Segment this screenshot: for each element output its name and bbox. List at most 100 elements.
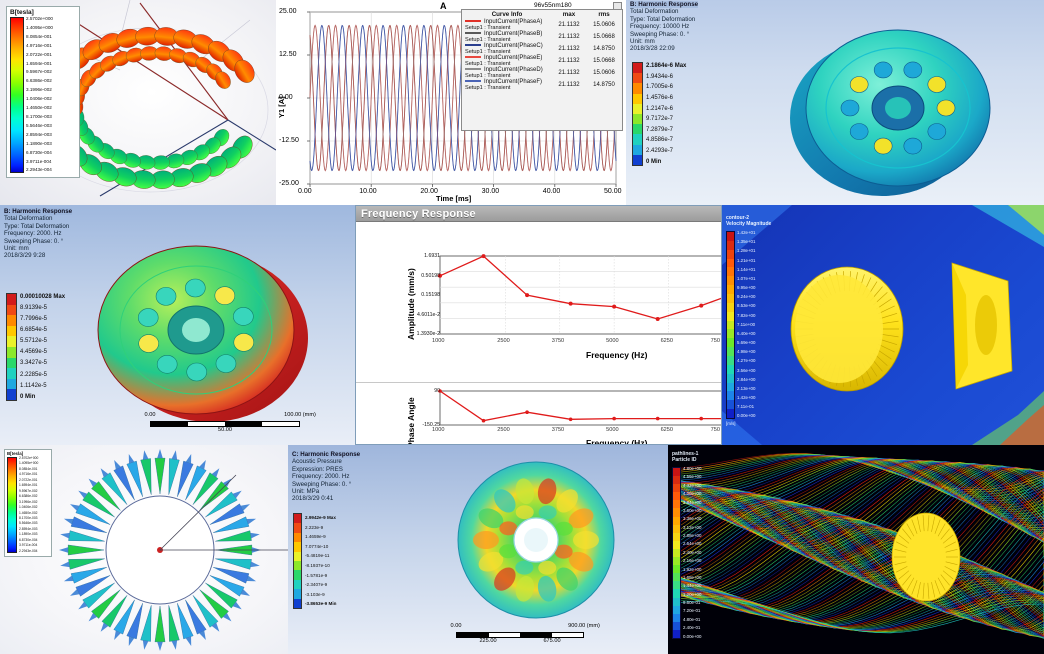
legend-value: 4.80e-01 xyxy=(683,618,701,622)
acoustic-legend: 2.9942e-9 Max 2.223e-9 1.4659e-9 7.0774e-10… xyxy=(293,513,336,609)
curve-info-row: InputCurrent(PhaseD) Setup1 : Transient 21… xyxy=(462,67,622,79)
x-tick-label: 10.00 xyxy=(359,188,377,195)
curve-info-row: InputCurrent(PhaseB) Setup1 : Transient 21… xyxy=(462,31,622,43)
legend-value: 9.95e+00 xyxy=(737,286,755,290)
legend-value: 2.88e+00 xyxy=(683,534,701,538)
curve-color-swatch xyxy=(465,20,481,22)
curve-info-box: Curve Info max rms InputCurrent(PhaseA) S… xyxy=(461,9,623,131)
legend-value: 0.00e+00 xyxy=(737,414,755,418)
color-bar xyxy=(293,513,302,609)
legend-value: 1.21e+01 xyxy=(737,259,755,263)
legend-value: 2.0722e-001 xyxy=(26,53,53,58)
x-tick-label: 50.00 xyxy=(604,188,622,195)
phase-x-tick-label: 2500 xyxy=(497,427,509,433)
curve-label-cell: InputCurrent(PhaseE) Setup1 : Transient xyxy=(462,55,552,67)
amplitude-x-label: Frequency (Hz) xyxy=(586,350,647,360)
result-frequency: Frequency: 10000 Hz xyxy=(630,23,698,30)
legend-value: 0 Min xyxy=(20,393,65,401)
legend-title-line2: Particle ID xyxy=(672,457,701,463)
legend-value: 9.24e+00 xyxy=(737,295,755,299)
legend-value: 2.64e+00 xyxy=(683,542,701,546)
result-timestamp: 2018/3/28 22:09 xyxy=(630,45,698,52)
legend-value: 2.16e+00 xyxy=(683,559,701,563)
y-tick-label: 0.15198 xyxy=(416,292,440,298)
phase-x-tick-label: 5000 xyxy=(606,427,618,433)
legend-value: 7.0774e-10 xyxy=(305,542,336,551)
x-tick-label: 1000 xyxy=(432,338,444,344)
x-tick-label: 40.00 xyxy=(543,188,561,195)
maxwell-btesla-legend-top: B[tesla] 2.5702e+000 1.4095e+000 8.0854e-0… xyxy=(6,6,80,178)
legend-value: 1.0406e-002 xyxy=(19,506,38,509)
legend-values: 2.5702e+000 1.4095e+000 8.0854e-001 4.9716e… xyxy=(19,457,38,553)
result-frequency: Frequency: 2000. Hz xyxy=(292,473,360,480)
legend-title-line2: Velocity Magnitude xyxy=(726,221,771,227)
phase-x-tick-label: 750 xyxy=(711,427,720,433)
legend-value: 1.0406e-002 xyxy=(26,97,53,102)
legend-value: 1.4650e-002 xyxy=(19,512,38,515)
panel-harmonic-response-2000hz: B: Harmonic Response Total Deformation T… xyxy=(0,205,355,445)
panel-maxwell-transient-plot: A 96v55nm180 25.00 12.50 0.00 -12.50 -25.00 … xyxy=(276,0,626,205)
y-tick-label: 0.50198 xyxy=(416,273,440,279)
scale-bar-acoustic: 0.00 900.00 (mm) 225.00 675.00 xyxy=(456,623,584,647)
curve-rms: 15.0668 xyxy=(586,31,622,43)
legend-value: 1.4576e-6 xyxy=(646,94,686,102)
legend-value: 2.40e-01 xyxy=(683,626,701,630)
legend-value: 4.56e+00 xyxy=(683,475,701,479)
legend-value: 6.40e+00 xyxy=(737,332,755,336)
color-bar xyxy=(726,231,735,419)
legend-value: 1.1890e-003 xyxy=(19,533,38,536)
screenshot-root: B[tesla] 2.5702e+000 1.4095e+000 8.0854e-0… xyxy=(0,0,1044,654)
legend-value: 1.4650e-002 xyxy=(26,106,53,111)
curve-rms: 15.0606 xyxy=(586,19,622,31)
color-bar xyxy=(7,457,17,553)
legend-value: 2.2943e-004 xyxy=(19,550,38,553)
legend-values: 2.1864e-6 Max 1.9434e-6 1.7005e-6 1.4576e-6… xyxy=(646,62,686,166)
legend-value: 6.8730e-004 xyxy=(19,539,38,542)
legend-values: 2.5702e+000 1.4095e+000 8.0854e-001 4.9716e… xyxy=(26,17,53,173)
legend-value: -3.103e-9 xyxy=(305,590,336,599)
panel-frequency-response: Frequency Response Amplitude (mm/s) 1.69… xyxy=(355,205,722,445)
legend-value: 5.5712e-5 xyxy=(20,337,65,345)
curve-label-cell: InputCurrent(PhaseC) Setup1 : Transient xyxy=(462,43,552,55)
legend-value: 6.6854e-5 xyxy=(20,326,65,334)
x-tick-label: 0.00 xyxy=(298,188,312,195)
curve-label-cell: InputCurrent(PhaseB) Setup1 : Transient xyxy=(462,31,552,43)
scale-min: 0.00 xyxy=(451,623,462,629)
legend-value: -8.1937e-10 xyxy=(305,561,336,570)
legend-value: 3.1996e-002 xyxy=(26,88,53,93)
phase-x-tick-label: 6250 xyxy=(661,427,673,433)
legend-value: 2.2285e-5 xyxy=(20,371,65,379)
harmonic-2000-header-inner: B: Harmonic Response Total Deformation T… xyxy=(4,208,72,260)
legend-value: -3.8653e-9 Min xyxy=(305,599,336,608)
curve-max: 21.1132 xyxy=(552,79,586,91)
legend-value: 5.69e+00 xyxy=(737,341,755,345)
result-title: B: Harmonic Response xyxy=(4,208,72,215)
impeller xyxy=(791,267,903,391)
legend-value: 1.7005e-6 xyxy=(646,83,686,91)
fluent-velocity-legend: contour-2 Velocity Magnitude 1.42e+01 1.3… xyxy=(726,215,771,426)
scale-labels-bottom: 225.00 675.00 xyxy=(456,638,584,647)
phase-x-tick-label: 1000 xyxy=(432,427,444,433)
col-max: max xyxy=(552,10,586,19)
legend-value: 0.00e+00 xyxy=(683,635,701,639)
curve-label-cell: InputCurrent(PhaseA) Setup1 : Transient xyxy=(462,19,552,31)
legend-value: 1.1890e-003 xyxy=(26,142,53,147)
legend-value: 7.11e-01 xyxy=(737,405,755,409)
legend-value: -1.5781e-9 xyxy=(305,571,336,580)
legend-value: 3.56e+00 xyxy=(737,369,755,373)
legend-value: 7.11e+00 xyxy=(737,323,755,327)
color-bar xyxy=(672,467,681,639)
frequency-response-titlebar: Frequency Response xyxy=(356,206,721,222)
scale-bar-2000: 0.00 100.00 (mm) 50.00 xyxy=(150,412,300,436)
x-tick-label: 3750 xyxy=(552,338,564,344)
legend-value: 2.84e+00 xyxy=(737,378,755,382)
legend-value: 2.4293e-7 xyxy=(646,147,686,155)
legend-value: 4.80e+00 xyxy=(683,467,701,471)
curve-rms: 15.0606 xyxy=(586,67,622,79)
legend-value: 0 Min xyxy=(646,158,686,166)
legend-values: 0.00010028 Max 8.9139e-5 7.7996e-5 6.6854e-… xyxy=(20,293,65,401)
scale-max: 100.00 (mm) xyxy=(284,412,316,418)
legend-value: 6.6386e-002 xyxy=(26,79,53,84)
legend-value: 2.2943e-004 xyxy=(26,168,53,173)
legend-value: -2.3407e-9 xyxy=(305,580,336,589)
